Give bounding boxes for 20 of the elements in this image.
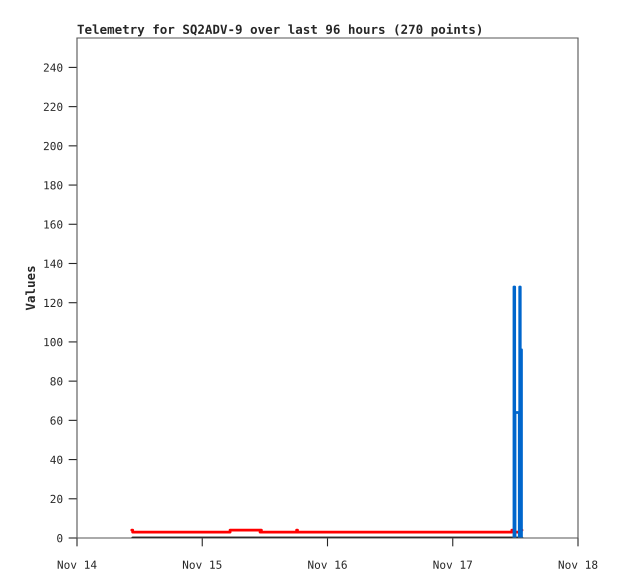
y-tick-label: 0 (57, 534, 62, 542)
y-axis-title: Values (25, 266, 36, 310)
y-tick-label: 120 (44, 298, 62, 308)
y-tick-label: 180 (44, 181, 62, 190)
y-tick-label: 100 (44, 338, 62, 346)
y-tick-label: 240 (44, 63, 62, 72)
y-tick-label: 20 (50, 494, 62, 504)
y-tick-label: 160 (44, 220, 62, 229)
y-tick-label: 140 (44, 259, 62, 268)
y-tick-label: 220 (44, 102, 62, 112)
y-tick-label: 200 (44, 142, 62, 150)
x-tick-label: Nov 16 (308, 560, 347, 569)
y-tick-label: 40 (50, 456, 62, 464)
y-tick-label: 60 (50, 416, 62, 425)
chart-title: Telemetry for SQ2ADV-9 over last 96 hours (270 points) (78, 24, 482, 36)
x-tick-label: Nov 17 (433, 560, 472, 569)
x-tick-label: Nov 14 (58, 560, 97, 569)
x-tick-label: Nov 18 (558, 560, 598, 569)
x-tick-label: Nov 15 (182, 560, 222, 569)
y-tick-label: 80 (50, 377, 62, 386)
